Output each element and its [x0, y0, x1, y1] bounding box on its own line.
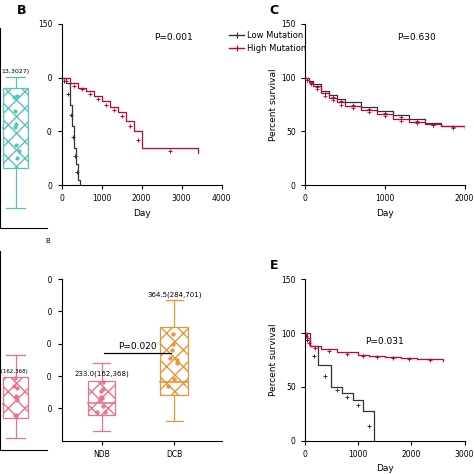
Point: [169, 340, 177, 348]
Text: 233.0(162,368): 233.0(162,368): [0, 369, 28, 374]
Point: [11, 374, 19, 382]
Point: [164, 382, 172, 390]
Text: 233.0(162,368): 233.0(162,368): [74, 371, 129, 377]
Point: [10, 382, 18, 390]
Point: [169, 330, 177, 337]
Point: [96, 396, 103, 404]
Point: [93, 409, 101, 416]
Text: B: B: [45, 238, 50, 245]
Text: E: E: [269, 259, 278, 273]
Bar: [88, 381, 115, 415]
Legend: Low Mutation, High Mutation: Low Mutation, High Mutation: [472, 321, 474, 350]
Bar: [161, 328, 188, 395]
Point: [13, 396, 21, 404]
Point: [99, 378, 107, 386]
Text: 13,3027): 13,3027): [2, 69, 30, 74]
Point: [12, 411, 19, 419]
Y-axis label: Percent survival: Percent survival: [269, 68, 278, 141]
Point: [100, 402, 107, 410]
Point: [13, 92, 21, 100]
Point: [97, 387, 105, 394]
Point: [10, 93, 18, 100]
Bar: [3, 88, 28, 168]
Point: [12, 411, 19, 419]
X-axis label: Day: Day: [133, 209, 150, 218]
Point: [12, 120, 19, 128]
Bar: [3, 377, 28, 418]
Text: P=0.031: P=0.031: [365, 337, 404, 346]
Text: 364.5(284,701): 364.5(284,701): [147, 291, 201, 298]
Text: P=0.001: P=0.001: [155, 33, 193, 42]
Text: P=0.020: P=0.020: [118, 342, 157, 351]
Point: [173, 360, 181, 367]
X-axis label: Day: Day: [376, 465, 393, 474]
Point: [15, 147, 22, 155]
Point: [168, 346, 176, 354]
Y-axis label: Percent survival: Percent survival: [27, 68, 36, 141]
Text: C: C: [269, 4, 279, 17]
Point: [166, 354, 174, 362]
Point: [97, 393, 105, 401]
Point: [12, 392, 19, 400]
Point: [97, 394, 105, 402]
Point: [173, 356, 181, 364]
Legend: Low Mutation, High Mutation: Low Mutation, High Mutation: [226, 28, 309, 57]
Text: P=0.630: P=0.630: [397, 33, 436, 42]
Point: [170, 375, 178, 383]
Point: [98, 394, 106, 402]
Point: [11, 123, 19, 131]
Point: [100, 385, 107, 392]
Point: [12, 141, 19, 148]
Point: [13, 154, 21, 162]
Point: [11, 108, 18, 115]
Point: [13, 394, 20, 401]
Text: B: B: [17, 4, 27, 17]
Point: [13, 384, 20, 392]
Point: [101, 408, 109, 416]
Y-axis label: Percent survival: Percent survival: [269, 324, 278, 396]
X-axis label: Day: Day: [376, 209, 393, 218]
